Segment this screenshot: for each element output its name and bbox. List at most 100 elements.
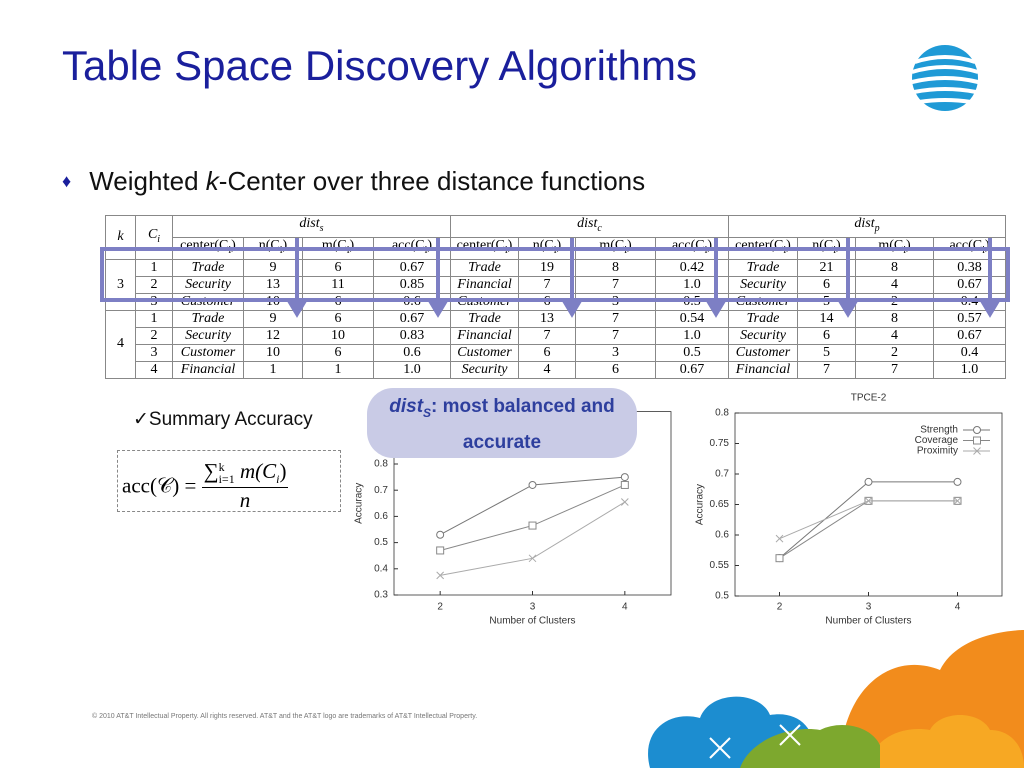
- table-cell: 0.4: [933, 343, 1006, 362]
- point: [620, 473, 629, 482]
- fraction: ∑ k i=1 m(Ci) n: [201, 459, 289, 513]
- header-text: ): [427, 237, 433, 253]
- y-tick-label: 0.7: [715, 469, 729, 480]
- callout-dist: dist: [389, 396, 424, 417]
- table-cell: 7: [575, 326, 656, 345]
- table-cell: 4: [518, 360, 576, 379]
- sum: ∑: [203, 459, 219, 483]
- table-row: 2 Security 12 10 0.83 Financial 7 7 1.0 Security 6…: [106, 326, 1006, 345]
- y-tick-label: 0.5: [374, 537, 388, 548]
- table-cell: 1.0: [655, 326, 729, 345]
- subscript: i: [157, 233, 161, 245]
- point: [436, 546, 445, 555]
- highlight: [100, 238, 1010, 318]
- legend-label: Strength: [920, 425, 958, 436]
- table-cell: 12: [243, 326, 303, 345]
- y-tick-label: 0.8: [715, 408, 729, 419]
- table-cell: 0.42: [655, 258, 729, 277]
- marker-stroke: [864, 496, 873, 505]
- callout-sub: S: [423, 405, 432, 420]
- series-line: [440, 484, 626, 551]
- chart-title: TPCE-2: [851, 393, 887, 404]
- subscript: s: [319, 222, 324, 234]
- header-text: ): [556, 237, 562, 253]
- table-cell: 7: [797, 360, 856, 379]
- table-cell: 10: [243, 343, 303, 362]
- callout: distS: most balanced and accurate: [367, 388, 637, 458]
- table-cell: 1.0: [933, 360, 1006, 379]
- table-cell: 4: [855, 326, 934, 345]
- table-cell: Security: [728, 326, 798, 345]
- header-text: ): [627, 237, 632, 253]
- y-tick-label: 0.8: [374, 459, 388, 470]
- header-text: dist: [577, 216, 598, 231]
- y-tick-label: 0.6: [374, 511, 388, 522]
- y-axis-label: Accuracy: [695, 484, 706, 525]
- text: k: [205, 166, 219, 196]
- table-cell: 3: [575, 343, 656, 362]
- results-table: k Ci dists distc distp center(Ci) n(Ci) m(Ci) ac…: [105, 215, 1006, 379]
- y-axis-label: Accuracy: [354, 483, 365, 524]
- sum-sub: i=1: [218, 472, 235, 487]
- header-text: ): [707, 237, 713, 253]
- x-tick-label: 4: [622, 602, 628, 613]
- series-line: [779, 500, 958, 540]
- point: [436, 571, 445, 580]
- point: [864, 477, 873, 486]
- x-tick-label: 3: [866, 602, 872, 613]
- term-end: ): [279, 459, 287, 483]
- table-cell: 10: [302, 326, 374, 345]
- x-tick-label: 2: [777, 602, 783, 613]
- header-text: ): [231, 237, 236, 253]
- chart: 0.3 0.4 0.5 0.6 0.7 0.8 2 3 4 Number of Clusters A…: [354, 411, 672, 627]
- table-cell: 6: [302, 343, 374, 362]
- series-line: [440, 501, 626, 576]
- header-text: dist: [854, 216, 875, 231]
- header-text: ): [349, 237, 355, 253]
- subscript: p: [874, 222, 880, 234]
- formula-lhs: acc(𝒞) =: [122, 473, 197, 498]
- marker-stroke: [528, 554, 537, 563]
- table-cell: 7: [518, 326, 576, 345]
- table-cell: 3: [135, 343, 173, 362]
- table-cell: 6: [797, 326, 856, 345]
- table-cell: 0.67: [655, 360, 729, 379]
- subscript: c: [597, 222, 602, 234]
- slide-title: Table Space Discovery Algorithms: [62, 42, 697, 89]
- numerator: ∑ k i=1 m(Ci): [201, 459, 289, 489]
- header-text: k: [117, 229, 124, 245]
- point: [953, 496, 962, 505]
- point: [528, 521, 537, 530]
- y-tick-label: 0.3: [374, 590, 388, 601]
- table-cell: 1.0: [373, 360, 451, 379]
- x-tick-label: 4: [955, 602, 961, 613]
- table-row: 2 Security 13 11 0.85 Financial 7 7 1.0 Security 6…: [106, 275, 1006, 294]
- table-cell: 6: [575, 360, 656, 379]
- summary-label: ✓Summary Accuracy: [133, 409, 313, 430]
- point: [864, 496, 873, 505]
- legend-marker: [973, 426, 981, 434]
- term-sub: i: [276, 472, 280, 487]
- header-row: k Ci dists distc distp: [105, 215, 1006, 260]
- y-tick-label: 0.5: [715, 591, 729, 602]
- table-cell: 6: [518, 343, 576, 362]
- table-cell: 0.6: [373, 343, 451, 362]
- series-line: [779, 481, 958, 559]
- footer: © 2010 AT&T Intellectual Property. All r…: [92, 713, 478, 720]
- y-tick-label: 0.55: [710, 560, 730, 571]
- table-cell: 4: [135, 360, 173, 379]
- table-cell: 5: [797, 343, 856, 362]
- series-line: [779, 500, 958, 559]
- text: Weighted: [89, 166, 206, 196]
- point: [528, 480, 537, 489]
- table-cell: Security: [450, 360, 519, 379]
- header-text: ): [507, 237, 513, 253]
- table-cell: Financial: [450, 326, 519, 345]
- table-cell: 2: [855, 343, 934, 362]
- header-text: C: [147, 226, 158, 242]
- callout-text: : most balanced and accurate: [431, 396, 615, 453]
- point: [775, 554, 784, 563]
- point: [528, 554, 537, 563]
- point: [620, 480, 629, 489]
